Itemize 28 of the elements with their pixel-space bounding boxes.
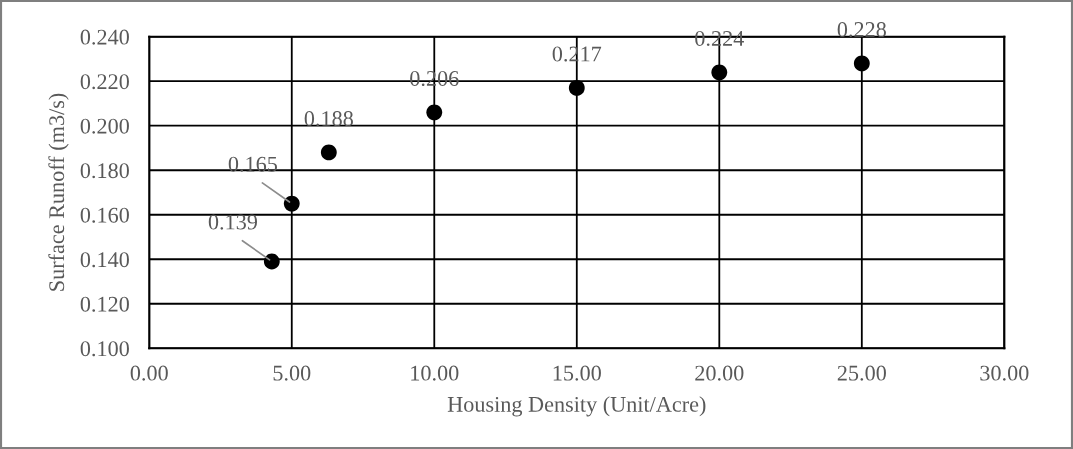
point [263, 253, 280, 270]
x-axis-title: Housing Density (Unit/Acre) [447, 396, 706, 417]
point [320, 144, 337, 161]
y-tick-label: 0.180 [80, 163, 129, 179]
x-tick-label: 25.00 [837, 365, 886, 381]
y-tick-label: 0.120 [80, 296, 129, 312]
point [426, 104, 443, 121]
x-tick-label: 20.00 [695, 365, 744, 381]
y-tick-label: 0.140 [80, 252, 129, 268]
data-label: 0.165 [228, 156, 278, 172]
x-tick-label: 10.00 [411, 365, 459, 381]
y-tick-label: 0.100 [80, 341, 129, 357]
y-tick-label: 0.220 [80, 74, 129, 90]
y-axis-title: Surface Runoff (m3/s) [48, 93, 69, 291]
y-tick-label: 0.240 [80, 29, 129, 45]
x-tick-label: 15.00 [553, 365, 601, 381]
y-tick-label: 0.160 [80, 207, 129, 223]
x-tick-label: 30.00 [980, 365, 1029, 381]
point [711, 64, 728, 81]
point [283, 195, 300, 212]
point [568, 79, 585, 96]
data-label: 0.228 [837, 22, 886, 38]
point [853, 55, 870, 72]
x-tick-label: 0.00 [130, 365, 168, 381]
data-label: 0.139 [208, 214, 258, 230]
data-label: 0.188 [304, 111, 353, 127]
y-tick-label: 0.200 [80, 118, 129, 134]
x-tick-label: 5.00 [273, 365, 311, 381]
